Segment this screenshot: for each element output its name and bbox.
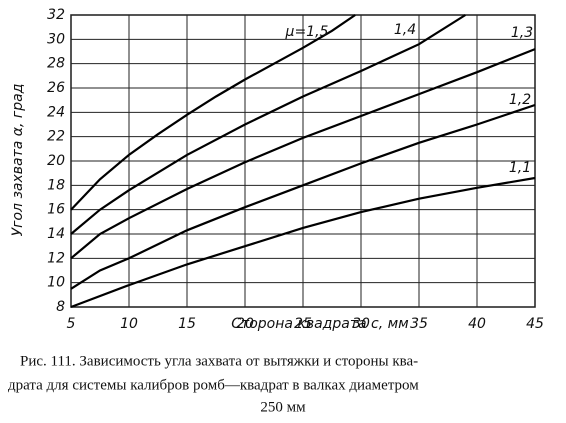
y-tick-label: 12 (47, 250, 65, 266)
x-tick-label: 25 (294, 316, 312, 332)
x-axis-label: Сторона квадрата c, мм (231, 316, 409, 332)
curve (70, 48, 536, 260)
curve (70, 14, 466, 235)
y-tick-label: 14 (47, 226, 65, 242)
y-tick-label: 30 (47, 31, 65, 47)
curve-label: 1,3 (511, 25, 533, 41)
caption-line: 250 мм (260, 399, 306, 415)
x-tick-label: 35 (410, 316, 428, 332)
y-tick-label: 8 (56, 299, 65, 315)
curve (70, 176, 536, 309)
x-tick-label: 40 (468, 316, 486, 332)
curve (70, 14, 356, 211)
curve-label: 1,4 (394, 22, 416, 38)
x-tick-label: 30 (352, 316, 370, 332)
curve-label: μ=1,5 (285, 24, 329, 40)
y-tick-label: 18 (47, 177, 65, 193)
y-tick-label: 22 (47, 129, 65, 145)
x-tick-label: 5 (67, 316, 76, 332)
y-tick-label: 26 (47, 80, 65, 96)
x-tick-label: 20 (236, 316, 254, 332)
curve-label: 1,1 (509, 160, 531, 176)
y-tick-label: 16 (47, 202, 65, 218)
x-tick-label: 45 (526, 316, 544, 332)
caption-line: Рис. 111. Зависимость угла захвата от вы… (20, 353, 418, 369)
y-tick-label: 28 (47, 56, 65, 72)
y-tick-label: 32 (47, 7, 65, 23)
curve-label: 1,2 (509, 92, 531, 108)
y-tick-label: 20 (47, 153, 65, 169)
caption-line: драта для системы калибров ромб—квадрат … (8, 377, 419, 393)
x-tick-label: 15 (178, 316, 196, 332)
y-tick-label: 10 (47, 275, 65, 291)
y-tick-label: 24 (47, 104, 65, 120)
curve (70, 103, 536, 290)
x-tick-label: 10 (120, 316, 138, 332)
y-axis-label: Угол захвата α, град (10, 84, 26, 237)
